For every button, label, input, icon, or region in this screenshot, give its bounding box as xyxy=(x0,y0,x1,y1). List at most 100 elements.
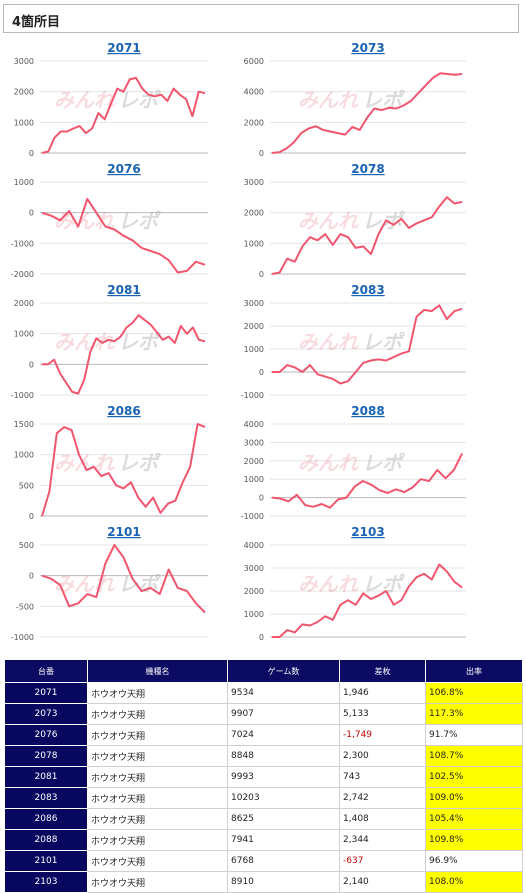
cell-payout-rate: 117.3% xyxy=(425,703,523,725)
cell-game-count: 9993 xyxy=(227,766,340,788)
watermark-logo: レポ xyxy=(362,330,405,354)
cell-model-name: ホウオウ天翔 xyxy=(87,850,228,872)
header-game-count[interactable]: ゲーム数 xyxy=(227,659,340,683)
cell-model-name: ホウオウ天翔 xyxy=(87,871,228,893)
table-row: 2081 ホウオウ天翔 9993 743 102.5% xyxy=(4,766,523,788)
cell-payout-rate: 96.9% xyxy=(425,850,523,872)
watermark-logo: レポ xyxy=(118,330,161,354)
series-line xyxy=(271,72,463,154)
cell-payout-rate: 109.8% xyxy=(425,829,523,851)
y-tick-label: 1000 xyxy=(14,330,34,339)
y-tick-label: 3000 xyxy=(14,57,34,66)
header-machine-number[interactable]: 台番 xyxy=(4,659,88,683)
section-title: 4箇所目 xyxy=(12,15,61,30)
cell-model-name: ホウオウ天翔 xyxy=(87,703,228,725)
chart-title-link[interactable]: 2101 xyxy=(107,525,140,539)
y-tick-label: 0 xyxy=(259,149,264,158)
watermark-logo: みんれ xyxy=(54,451,115,475)
watermark-logo: みんれ xyxy=(298,88,359,112)
y-tick-label: 0 xyxy=(259,270,264,279)
cell-coin-diff: 5,133 xyxy=(339,703,426,725)
table-body: 2071 ホウオウ天翔 9534 1,946 106.8% 2073 ホウオウ天翔 9907 5… xyxy=(4,682,523,893)
y-tick-label: 2000 xyxy=(14,88,34,97)
cell-payout-rate: 91.7% xyxy=(425,724,523,746)
cell-game-count: 8848 xyxy=(227,745,340,767)
table-row: 2083 ホウオウ天翔 10203 2,742 109.0% xyxy=(4,787,523,809)
y-tick-label: 3000 xyxy=(244,299,264,308)
cell-machine-number: 2081 xyxy=(4,766,88,788)
chart-title-link[interactable]: 2071 xyxy=(107,41,140,55)
series-line xyxy=(272,304,463,385)
cell-payout-rate: 102.5% xyxy=(425,766,523,788)
cell-coin-diff: -637 xyxy=(339,850,426,872)
y-tick-label: 4000 xyxy=(244,541,264,550)
table-row: 2088 ホウオウ天翔 7941 2,344 109.8% xyxy=(4,829,523,851)
cell-model-name: ホウオウ天翔 xyxy=(87,724,228,746)
y-tick-label: 0 xyxy=(259,494,264,503)
cell-coin-diff: 2,344 xyxy=(339,829,426,851)
cell-machine-number: 2071 xyxy=(4,682,88,704)
chart-title-link[interactable]: 2076 xyxy=(107,162,140,176)
cell-payout-rate: 108.7% xyxy=(425,745,523,767)
cell-machine-number: 2086 xyxy=(4,808,88,830)
cell-game-count: 7024 xyxy=(227,724,340,746)
cell-model-name: ホウオウ天翔 xyxy=(87,787,228,809)
y-tick-label: 4000 xyxy=(244,420,264,429)
y-tick-label: 1000 xyxy=(14,178,34,187)
series-line xyxy=(42,314,206,395)
y-tick-label: 1000 xyxy=(14,118,34,127)
chart-title-link[interactable]: 2086 xyxy=(107,404,140,418)
cell-game-count: 6768 xyxy=(227,850,340,872)
cell-machine-number: 2083 xyxy=(4,787,88,809)
y-tick-label: -1000 xyxy=(241,512,264,521)
series-line xyxy=(272,563,463,638)
series-line xyxy=(41,76,206,154)
y-tick-label: 1000 xyxy=(14,451,34,460)
chart-title-link[interactable]: 2078 xyxy=(351,162,384,176)
y-tick-label: 0 xyxy=(29,360,34,369)
table-row: 2086 ホウオウ天翔 8625 1,408 105.4% xyxy=(4,808,523,830)
y-tick-label: 2000 xyxy=(244,587,264,596)
series-line xyxy=(271,452,463,509)
y-tick-label: 1000 xyxy=(244,345,264,354)
series-line xyxy=(41,423,206,517)
cell-machine-number: 2103 xyxy=(4,871,88,893)
cell-model-name: ホウオウ天翔 xyxy=(87,766,228,788)
chart-title-link[interactable]: 2103 xyxy=(351,525,384,539)
series-line xyxy=(41,197,206,274)
header-coin-diff[interactable]: 差枚 xyxy=(339,659,426,683)
watermark-logo: レポ xyxy=(118,88,161,112)
header-model-name[interactable]: 機種名 xyxy=(87,659,228,683)
watermark-logo: みんれ xyxy=(54,88,115,112)
y-tick-label: 2000 xyxy=(14,299,34,308)
y-tick-label: 0 xyxy=(29,149,34,158)
header-payout-rate[interactable]: 出率 xyxy=(425,659,523,683)
y-tick-label: 1500 xyxy=(14,420,34,429)
watermark-logo: みんれ xyxy=(298,572,359,596)
chart-title-link[interactable]: 2088 xyxy=(351,404,384,418)
cell-machine-number: 2078 xyxy=(4,745,88,767)
y-tick-label: 500 xyxy=(19,481,34,490)
cell-model-name: ホウオウ天翔 xyxy=(87,682,228,704)
cell-coin-diff: 1,946 xyxy=(339,682,426,704)
y-tick-label: 0 xyxy=(29,572,34,581)
watermark-logo: レポ xyxy=(118,451,161,475)
y-tick-label: 0 xyxy=(259,368,264,377)
y-tick-label: 0 xyxy=(29,512,34,521)
chart-title-link[interactable]: 2081 xyxy=(107,283,140,297)
cell-coin-diff: 1,408 xyxy=(339,808,426,830)
watermark-logo: レポ xyxy=(118,572,161,596)
y-tick-label: -1000 xyxy=(11,391,34,400)
watermark-logo: みんれ xyxy=(298,209,359,233)
y-tick-label: 3000 xyxy=(244,178,264,187)
chart-title-link[interactable]: 2073 xyxy=(351,41,384,55)
cell-model-name: ホウオウ天翔 xyxy=(87,829,228,851)
cell-coin-diff: 743 xyxy=(339,766,426,788)
cell-machine-number: 2073 xyxy=(4,703,88,725)
table-row: 2078 ホウオウ天翔 8848 2,300 108.7% xyxy=(4,745,523,767)
cell-coin-diff: 2,742 xyxy=(339,787,426,809)
y-tick-label: 3000 xyxy=(244,564,264,573)
chart-title-link[interactable]: 2083 xyxy=(351,283,384,297)
y-tick-label: 6000 xyxy=(244,57,264,66)
